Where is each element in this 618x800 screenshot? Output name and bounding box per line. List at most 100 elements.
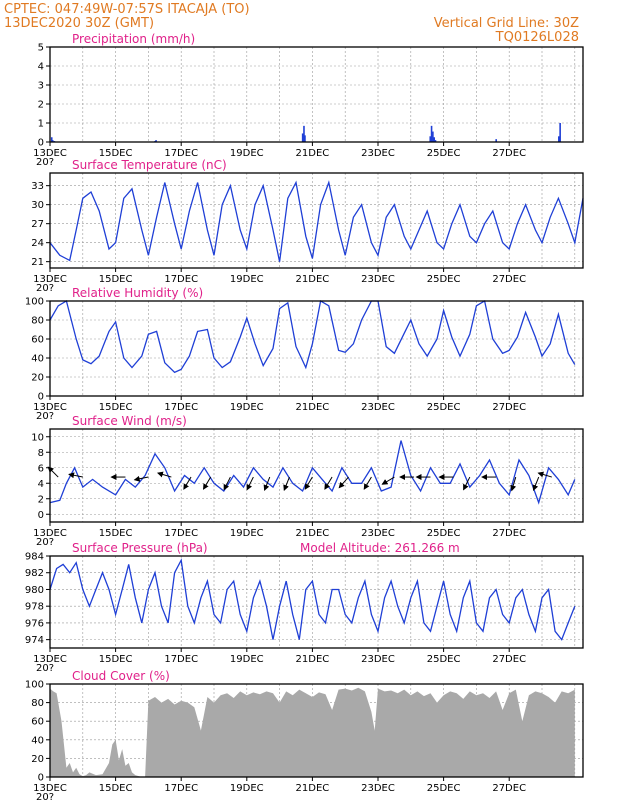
wind-arrow xyxy=(510,476,517,492)
precip-title: Precipitation (mm/h) xyxy=(72,32,195,46)
rh-ytick-label: 20 xyxy=(31,373,44,384)
wind-arrow xyxy=(68,472,83,479)
wind-arrow xyxy=(338,476,349,489)
rh-panel: 0 20 40 60 80 100 Relative Humidity (%) 13DEC 15… xyxy=(25,286,584,422)
rh-xtick-label: 15DEC xyxy=(99,402,133,413)
wind-xtick-label: 15DEC xyxy=(99,528,133,539)
precip-bar xyxy=(559,123,561,142)
pressure-xtick-label: 19DEC xyxy=(230,654,264,665)
pressure-title-extra: Model Altitude: 261.266 m xyxy=(300,541,460,555)
pressure-frame xyxy=(49,555,584,649)
wind-ytick-label: 10 xyxy=(31,432,44,443)
temp-xtick-label: 27DEC xyxy=(492,274,526,285)
rh-ytick-label: 60 xyxy=(31,335,44,346)
wind-arrow xyxy=(133,475,149,482)
wind-arrow xyxy=(324,476,333,490)
wind-arrow xyxy=(532,476,540,491)
cloud-ytick-label: 60 xyxy=(31,717,44,728)
wind-xtick-label: 19DEC xyxy=(230,528,264,539)
temp-xtick-label: 21DEC xyxy=(296,274,330,285)
wind-ytick-label: 8 xyxy=(38,448,44,459)
precip-bar xyxy=(430,125,433,142)
precip-bar xyxy=(558,136,560,142)
temp-xtick-label: 19DEC xyxy=(230,274,264,285)
precip-xtick-label: 17DEC xyxy=(164,148,198,159)
wind-arrow xyxy=(203,476,212,490)
cloud-ytick-label: 0 xyxy=(38,773,44,784)
temp-xtick-label: 23DEC xyxy=(361,274,395,285)
cloud-ytick-label: 80 xyxy=(31,698,44,709)
precip-bar xyxy=(304,135,306,142)
precip-ytick-label: 2 xyxy=(38,100,44,111)
header-vertical-grid: Vertical Grid Line: 30Z xyxy=(434,16,579,31)
chart-panels: 0 1 2 3 4 5 Precipitation (mm/h) 13DEC 15DEC 17DE… xyxy=(25,32,584,800)
pressure-ytick-label: 982 xyxy=(25,568,44,579)
wind-arrow xyxy=(537,471,552,478)
precip-ytick-label: 5 xyxy=(38,43,44,54)
temp-year-label: 20? xyxy=(36,283,54,294)
cloud-title: Cloud Cover (%) xyxy=(72,669,170,683)
pressure-xtick-label: 21DEC xyxy=(296,654,330,665)
temp-series-line xyxy=(49,180,584,262)
pressure-xtick-label: 27DEC xyxy=(492,654,526,665)
precip-bar xyxy=(433,137,435,142)
header-run-time: 13DEC2020 30Z (GMT) xyxy=(4,16,154,31)
wind-arrow xyxy=(381,476,395,485)
precip-xtick-label: 13DEC xyxy=(33,148,67,159)
temp-ytick-label: 33 xyxy=(31,181,44,192)
precip-bar xyxy=(50,137,53,142)
wind-title: Surface Wind (m/s) xyxy=(72,414,187,428)
rh-xtick-label: 19DEC xyxy=(230,402,264,413)
pressure-title: Surface Pressure (hPa) xyxy=(72,541,208,555)
rh-title: Relative Humidity (%) xyxy=(72,286,203,300)
temp-title: Surface Temperature (nC) xyxy=(72,158,227,172)
pressure-year-label: 20? xyxy=(36,663,54,674)
temp-frame xyxy=(49,172,584,269)
precip-bar xyxy=(301,133,304,142)
pressure-ytick-label: 974 xyxy=(25,635,44,646)
pressure-ytick-label: 980 xyxy=(25,585,44,596)
cloud-xtick-label: 23DEC xyxy=(361,783,395,794)
rh-year-label: 20? xyxy=(36,411,54,422)
pressure-ytick-label: 976 xyxy=(25,618,44,629)
pressure-xtick-label: 17DEC xyxy=(164,654,198,665)
wind-frame xyxy=(49,428,584,523)
wind-xtick-label: 27DEC xyxy=(492,528,526,539)
cloud-xtick-label: 13DEC xyxy=(33,783,67,794)
precip-xtick-label: 27DEC xyxy=(492,148,526,159)
cloud-xtick-label: 17DEC xyxy=(164,783,198,794)
wind-arrow xyxy=(156,471,172,478)
precip-ytick-label: 3 xyxy=(38,81,44,92)
precip-xtick-label: 21DEC xyxy=(296,148,330,159)
pressure-xtick-label: 25DEC xyxy=(427,654,461,665)
rh-ytick-label: 40 xyxy=(31,354,44,365)
cloud-ytick-label: 40 xyxy=(31,735,44,746)
wind-arrow xyxy=(246,476,254,491)
precip-ytick-label: 1 xyxy=(38,119,44,130)
wind-xtick-label: 21DEC xyxy=(296,528,330,539)
temp-ytick-label: 21 xyxy=(31,257,44,268)
wind-series-line xyxy=(49,440,576,505)
precip-year-label: 20? xyxy=(36,157,54,168)
temp-xtick-label: 15DEC xyxy=(99,274,133,285)
precip-bar xyxy=(432,131,434,142)
precip-ytick-label: 0 xyxy=(38,138,44,149)
wind-year-label: 20? xyxy=(36,537,54,548)
temp-xtick-label: 25DEC xyxy=(427,274,461,285)
cloud-xtick-label: 21DEC xyxy=(296,783,330,794)
wind-panel: 0 2 4 6 8 10 Surface Wind (m/s) 13DEC 15DEC 17DEC… xyxy=(31,414,584,548)
cloud-year-label: 20? xyxy=(36,792,54,800)
precip-bar xyxy=(429,136,432,142)
wind-ytick-label: 2 xyxy=(38,494,44,505)
cloud-area xyxy=(50,687,575,777)
precip-bar xyxy=(303,125,305,142)
wind-arrow xyxy=(363,476,372,490)
pressure-xtick-label: 13DEC xyxy=(33,654,67,665)
precip-bar xyxy=(155,140,157,142)
wind-xtick-label: 17DEC xyxy=(164,528,198,539)
pressure-panel: 974 976 978 980 982 984 Surface Pressure (hPa)… xyxy=(25,541,584,674)
wind-arrow xyxy=(304,476,313,490)
cloud-xtick-label: 15DEC xyxy=(99,783,133,794)
wind-ytick-label: 0 xyxy=(38,510,44,521)
